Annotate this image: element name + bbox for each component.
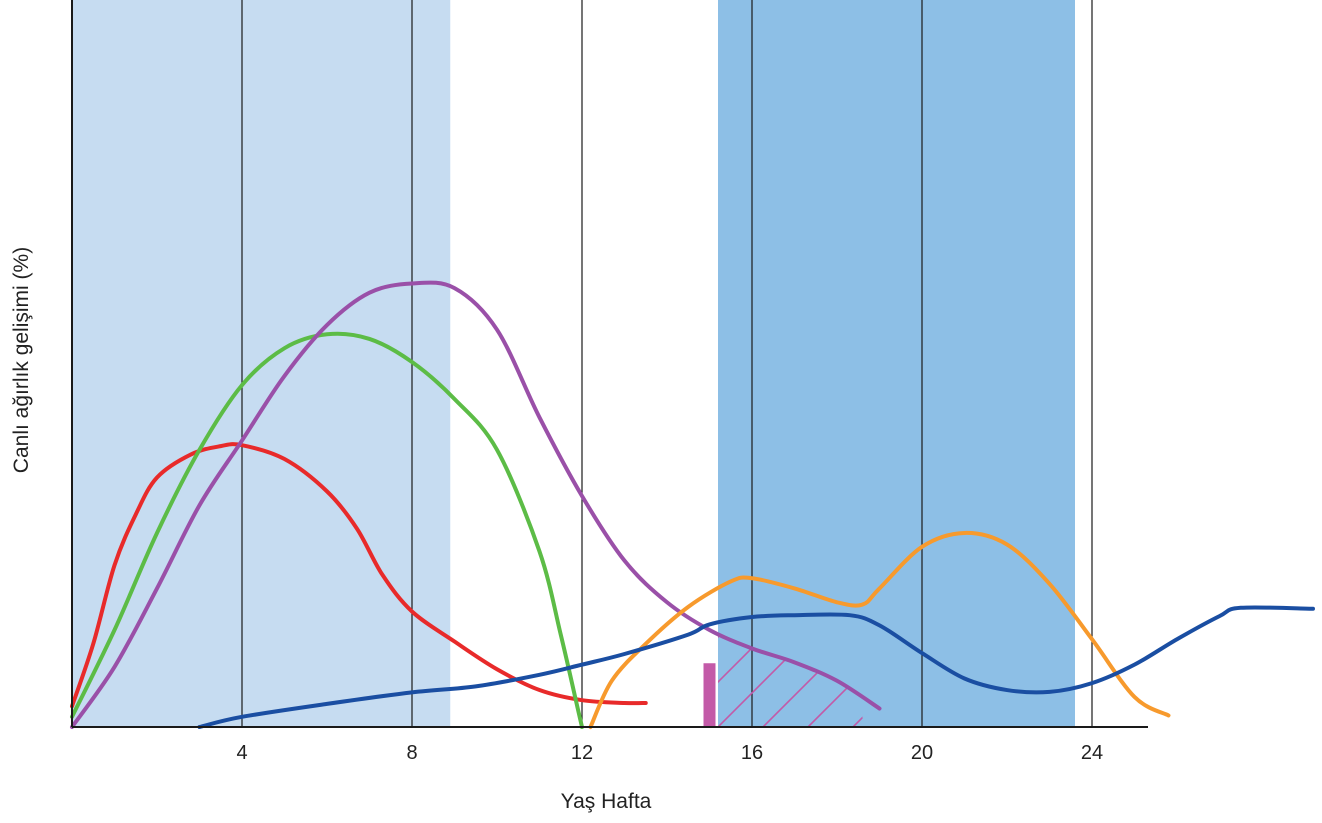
series-orange-line <box>588 530 1171 729</box>
x-tick-label-24: 24 <box>1081 742 1103 764</box>
hatch-line <box>1213 617 1322 727</box>
x-tick-label-16: 16 <box>741 742 763 764</box>
x-tick-label-4: 4 <box>236 742 247 764</box>
x-tick-label-8: 8 <box>406 742 417 764</box>
series-lines <box>70 280 1315 729</box>
hatch-line <box>583 617 693 727</box>
x-tick-label-12: 12 <box>571 742 593 764</box>
x-tick-labels: 4 8 12 16 20 24 <box>236 742 1103 764</box>
x-axis-title: Yaş Hafta <box>561 790 652 813</box>
x-tick-label-20: 20 <box>911 742 933 764</box>
hatch-line <box>807 633 863 727</box>
hatch-line <box>1123 617 1233 727</box>
series-red-line <box>70 442 648 709</box>
hatch-line <box>1078 617 1188 727</box>
series-purple-line <box>70 280 882 729</box>
series-blue-line <box>197 605 1315 729</box>
shaded-bands <box>72 0 1075 727</box>
y-axis-title: Canlı ağırlık gelişimi (%) <box>10 247 33 473</box>
shaded-band-2 <box>718 0 1075 727</box>
series-green-line <box>70 331 584 729</box>
axes <box>71 0 1148 728</box>
marker-bar <box>703 663 716 727</box>
